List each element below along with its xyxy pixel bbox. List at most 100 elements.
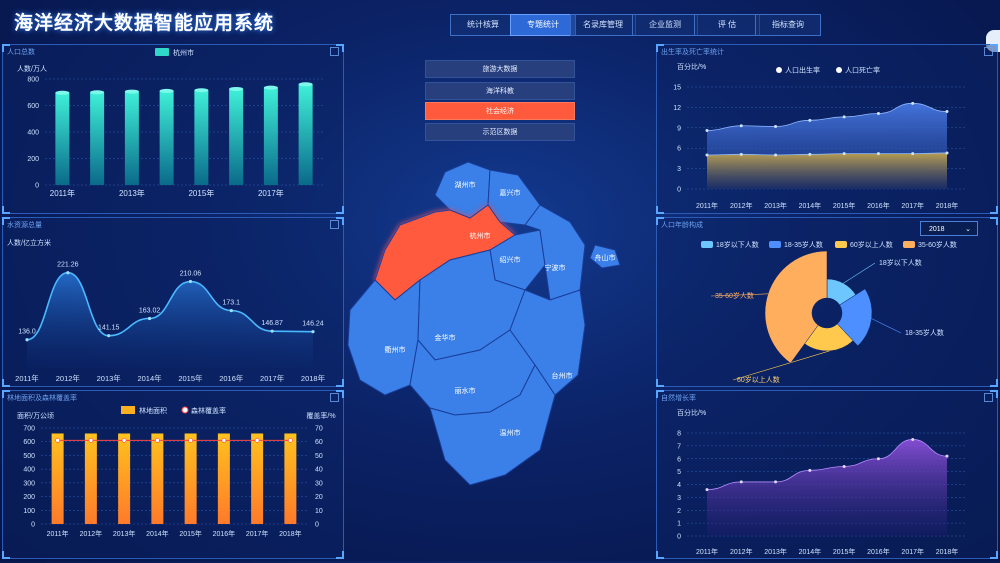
population-panel: 人口总数 杭州市 人数/万人 0 200 400 600 800 2011年 2013年 2015…	[2, 44, 344, 214]
bar	[284, 433, 297, 524]
x-tick: 2016年	[219, 373, 244, 383]
x-tick: 2017年	[901, 547, 924, 556]
legend-label: 人口死亡率	[845, 66, 880, 75]
expand-icon[interactable]	[330, 393, 339, 402]
series-line	[706, 439, 948, 491]
x-tick: 2015年	[179, 529, 202, 538]
data-point	[774, 480, 778, 484]
data-point	[739, 152, 743, 156]
natural-growth-panel: 自然增长率 百分比/% 0 1 2 3 4 5 6 7 8 2011年 2012年 2013年 2014年…	[656, 390, 998, 559]
y-tick: 12	[673, 105, 681, 112]
legend-label: 森林覆盖率	[191, 406, 226, 415]
nav-tab-5[interactable]: 指标查询	[755, 14, 821, 36]
y-tick: 0	[677, 534, 681, 541]
x-tick: 2012年	[730, 547, 753, 556]
y-axis-label-right: 覆盖率/%	[306, 411, 335, 420]
legend-label: 35-60岁人数	[918, 240, 957, 249]
map-region-5[interactable]	[589, 244, 621, 269]
y-tick: 700	[23, 426, 35, 433]
data-point	[221, 438, 227, 443]
data-label: 141.15	[98, 325, 120, 332]
legend-label: 60岁以上人数	[850, 240, 893, 249]
birth-death-area-chart: 百分比/% 人口出生率 人口死亡率 0 3 6 9 12 15 2011年 2012年 2013年 20…	[673, 62, 967, 210]
map-region-10[interactable]	[429, 364, 556, 486]
y-tick: 800	[27, 77, 39, 84]
bar	[55, 92, 70, 185]
map-region-6[interactable]	[347, 278, 421, 396]
legend-label: 18-35岁人数	[784, 240, 823, 249]
bar-cap	[159, 88, 174, 93]
data-point	[288, 438, 293, 443]
water-panel: 水资源总量 人数/亿立方米 136.0 2011年 221.26 2012年 141.15…	[2, 217, 344, 387]
topic-button-3[interactable]: 示范区数据	[425, 123, 575, 141]
legend-marker	[776, 67, 782, 73]
data-label: 173.1	[223, 300, 241, 307]
bar	[229, 88, 244, 185]
x-tick: 2011年	[50, 188, 75, 198]
nav-tab-0[interactable]: 统计核算	[450, 14, 516, 36]
x-tick: 2014年	[799, 201, 822, 210]
legend-swatch	[769, 241, 781, 248]
panel-title: 自然增长率	[661, 395, 696, 402]
data-point	[808, 468, 812, 472]
city-label: 杭州市	[470, 231, 491, 240]
city-label: 绍兴市	[500, 255, 521, 264]
topic-button-2[interactable]: 社会经济	[425, 102, 575, 120]
bar	[159, 90, 174, 185]
x-tick: 2012年	[56, 373, 81, 383]
data-point	[842, 152, 846, 156]
data-point	[911, 152, 915, 156]
panel-title: 水资源总量	[7, 222, 42, 229]
slice-label: 18岁以下人数	[879, 258, 922, 267]
topic-button-0[interactable]: 旅游大数据	[425, 60, 575, 78]
y-tick: 6	[677, 456, 681, 463]
nav-tab-4[interactable]: 评 估	[694, 14, 760, 36]
expand-icon[interactable]	[330, 220, 339, 229]
nav-tab-3[interactable]: 企业监测	[632, 14, 698, 36]
bar-cap	[229, 86, 244, 91]
data-point	[739, 124, 743, 128]
nav-tab-2[interactable]: 名录库管理	[570, 14, 636, 36]
y-tick: 5	[677, 469, 681, 476]
panel-title: 出生率及死亡率统计	[661, 49, 724, 56]
city-label: 湖州市	[455, 180, 476, 189]
bar	[184, 433, 197, 524]
slice-label: 18-35岁人数	[905, 328, 944, 337]
year-select[interactable]: 2018 ⌄	[920, 221, 978, 236]
legend-label: 杭州市	[173, 48, 194, 57]
x-tick: 2012年	[730, 201, 753, 210]
data-point	[25, 338, 29, 342]
x-tick: 2015年	[178, 373, 203, 383]
data-point	[147, 316, 152, 321]
nav-tab-1[interactable]: 专题统计	[510, 14, 576, 36]
data-point	[66, 271, 70, 275]
y-tick-right: 70	[315, 426, 323, 433]
x-tick: 2018年	[279, 529, 302, 538]
x-tick: 2015年	[188, 188, 214, 198]
y-axis-label: 面积/万公顷	[17, 411, 54, 420]
x-tick: 2018年	[936, 547, 959, 556]
y-tick: 400	[23, 467, 35, 474]
x-tick: 2017年	[258, 188, 284, 198]
expand-icon[interactable]	[984, 393, 993, 402]
label-leader	[710, 293, 769, 297]
expand-icon[interactable]	[330, 47, 339, 56]
data-point	[808, 152, 812, 156]
y-tick-right: 0	[315, 522, 319, 529]
city-label: 宁波市	[545, 263, 566, 272]
bar	[251, 433, 264, 524]
data-point	[705, 129, 709, 133]
age-panel: 人口年龄构成 18岁以下人数 18-35岁人数 60岁以上人数 35-60岁人数 18岁…	[656, 217, 998, 387]
bar	[194, 90, 209, 185]
topic-button-1[interactable]: 海洋科教	[425, 82, 575, 100]
x-tick: 2013年	[97, 373, 122, 383]
bar	[217, 433, 230, 524]
x-tick: 2018年	[936, 201, 959, 210]
legend-swatch	[701, 241, 713, 248]
data-point	[705, 488, 709, 492]
expand-icon[interactable]	[984, 47, 993, 56]
year-select-value: 2018	[929, 226, 945, 233]
series-line	[706, 152, 948, 156]
chevron-down-icon: ⌄	[965, 226, 971, 233]
